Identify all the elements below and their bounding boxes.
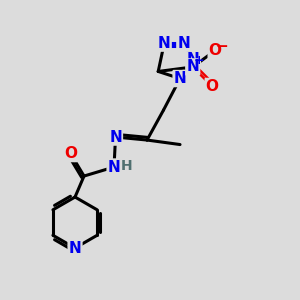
Text: N: N (186, 59, 199, 74)
Text: N: N (187, 52, 200, 68)
Text: N: N (174, 71, 186, 86)
Text: −: − (215, 39, 228, 54)
Text: N: N (177, 36, 190, 51)
Text: N: N (108, 160, 120, 175)
Text: N: N (109, 130, 122, 145)
Text: O: O (64, 146, 77, 161)
Text: +: + (194, 54, 205, 67)
Text: N: N (69, 241, 81, 256)
Text: N: N (158, 36, 171, 51)
Text: H: H (121, 158, 132, 172)
Text: O: O (209, 43, 222, 58)
Text: O: O (206, 79, 219, 94)
